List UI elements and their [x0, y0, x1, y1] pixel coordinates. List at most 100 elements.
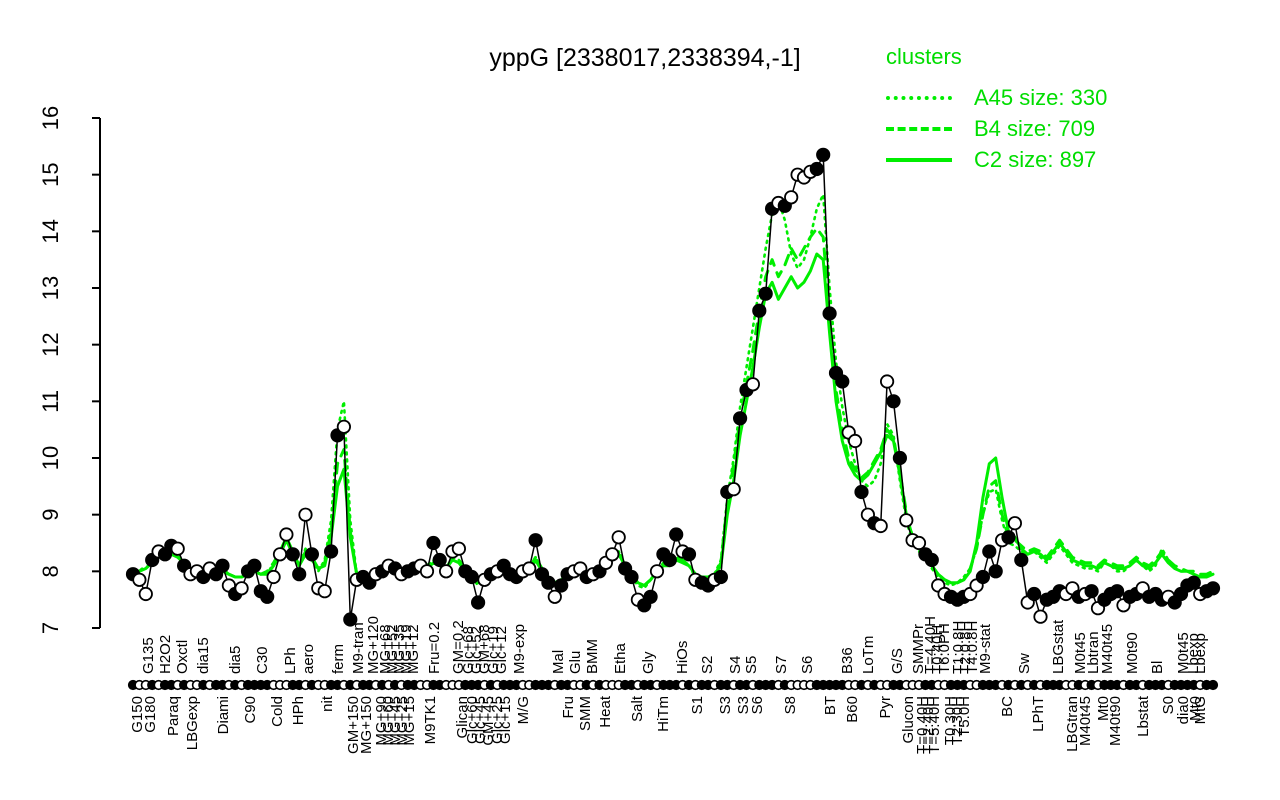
data-point-filled — [541, 575, 556, 590]
legend-label: A45 size: 330 — [974, 84, 1108, 110]
data-point-filled — [816, 147, 831, 162]
data-point-filled — [426, 535, 441, 551]
x-label-bottom: GM+45 — [480, 696, 497, 746]
solid-line-icon — [886, 157, 952, 162]
x-label-bottom: S3 — [717, 696, 734, 714]
data-point-filled — [304, 547, 319, 562]
data-point-open — [784, 190, 799, 205]
x-label-bottom: GM+150 — [345, 696, 362, 754]
x-label-bottom: Salt — [629, 695, 646, 722]
data-point-filled — [892, 450, 908, 466]
x-label-top: T=4.40H — [922, 616, 939, 674]
x-label-bottom: M40t90 — [1107, 696, 1124, 746]
x-label-bottom: Glc+15 — [497, 696, 514, 744]
data-point-open — [649, 564, 665, 579]
condition-marker — [1207, 679, 1219, 691]
dotted-line-icon — [886, 95, 952, 100]
y-tick-label: 8 — [38, 565, 63, 577]
x-label-bottom: T5.0H — [956, 696, 973, 737]
x-label-top: S4 — [727, 656, 744, 674]
data-point-filled — [643, 589, 658, 604]
x-label-bottom: Mt0 — [1095, 696, 1112, 721]
x-label-top: G/S — [889, 648, 906, 674]
data-point-open — [1007, 516, 1023, 531]
x-label-top: S7 — [773, 656, 790, 674]
data-point-open — [911, 535, 927, 551]
data-point-filled — [988, 564, 1003, 579]
data-point-open — [317, 584, 332, 599]
data-point-filled — [662, 552, 677, 568]
x-label-top: S6 — [799, 656, 816, 674]
data-point-filled — [624, 569, 639, 585]
x-label-top: MG+35 — [391, 624, 408, 674]
x-label-bottom: BT — [822, 696, 839, 715]
x-label-bottom: T2:30H — [949, 696, 966, 745]
x-label-bottom: MG+45 — [387, 696, 404, 746]
data-point-filled — [713, 569, 729, 585]
data-point-filled — [1001, 530, 1016, 545]
x-label-bottom: M/G — [515, 696, 532, 724]
x-label-bottom: HPh — [290, 696, 307, 725]
legend-label: B4 size: 709 — [974, 115, 1096, 141]
x-label-top: GM=0.2 — [450, 620, 467, 674]
x-label-bottom: Pyr — [877, 696, 894, 719]
x-label-bottom: G180 — [142, 696, 159, 733]
x-label-top: T1:0.8H — [950, 621, 967, 674]
data-point-filled — [758, 286, 773, 301]
data-point-open — [899, 513, 914, 528]
x-label-top: MG+68 — [377, 624, 394, 674]
data-point-filled — [247, 558, 262, 573]
x-label-top: S5 — [743, 656, 760, 674]
x-label-bottom: Glc+25 — [489, 696, 506, 744]
data-point-open — [605, 547, 620, 562]
data-point-filled — [323, 544, 339, 559]
x-label-bottom: S1 — [689, 696, 706, 714]
x-label-top: M9-tran — [350, 622, 367, 674]
data-point-filled — [215, 558, 230, 573]
x-label-top: ferm — [330, 644, 347, 674]
data-point-open — [611, 530, 626, 545]
x-label-top: G135 — [140, 637, 157, 674]
data-point-open — [726, 482, 741, 497]
x-label-bottom: MtG — [1192, 696, 1209, 724]
x-label-bottom: M9TK1 — [422, 696, 439, 744]
x-label-bottom: Fru — [560, 696, 577, 719]
data-point-open — [451, 541, 466, 556]
x-label-top: M0t45 — [1072, 632, 1089, 674]
x-label-bottom: dia0 — [1175, 696, 1192, 724]
data-point-filled — [681, 547, 697, 562]
x-label-top: Glc+12 — [493, 626, 510, 674]
x-label-bottom: Lbstat — [1135, 695, 1152, 737]
x-label-top: Etha — [612, 642, 629, 674]
x-label-bottom: MG+60 — [380, 696, 397, 746]
x-label-top: dia15 — [195, 637, 212, 674]
x-label-top: T4:0.8H — [964, 621, 981, 674]
x-label-bottom: T=2.40H — [920, 696, 937, 754]
data-point-filled — [1110, 584, 1125, 599]
x-label-top: LBGstat — [1050, 619, 1067, 674]
x-label-top: GM+68 — [476, 624, 493, 674]
data-point-open — [438, 564, 454, 579]
x-label-bottom: S0 — [1160, 696, 1177, 714]
y-tick-label: 13 — [38, 276, 63, 300]
x-label-top: HiOs — [674, 641, 691, 674]
x-label-bottom: MG+25 — [394, 696, 411, 746]
x-label-top: M0t45 — [1175, 632, 1192, 674]
x-label-bottom: LBGexp — [184, 696, 201, 750]
data-point-filled — [732, 411, 748, 426]
x-label-top: M9-exp — [511, 624, 528, 674]
x-label-bottom: SMM — [577, 696, 594, 731]
data-point-open — [298, 507, 313, 522]
x-label-bottom: nit — [319, 695, 336, 712]
x-label-bottom: Glucon — [900, 696, 917, 744]
x-label-bottom: Glc+60 — [464, 696, 481, 744]
data-point-filled — [432, 552, 447, 568]
x-label-bottom: MG+90 — [373, 696, 390, 746]
data-point-filled — [528, 533, 543, 548]
data-point-filled — [854, 484, 869, 500]
x-label-top: SMMPr — [910, 624, 927, 674]
data-point-filled — [752, 303, 767, 318]
data-point-filled — [1186, 575, 1201, 590]
x-label-top: LoTm — [860, 636, 877, 674]
